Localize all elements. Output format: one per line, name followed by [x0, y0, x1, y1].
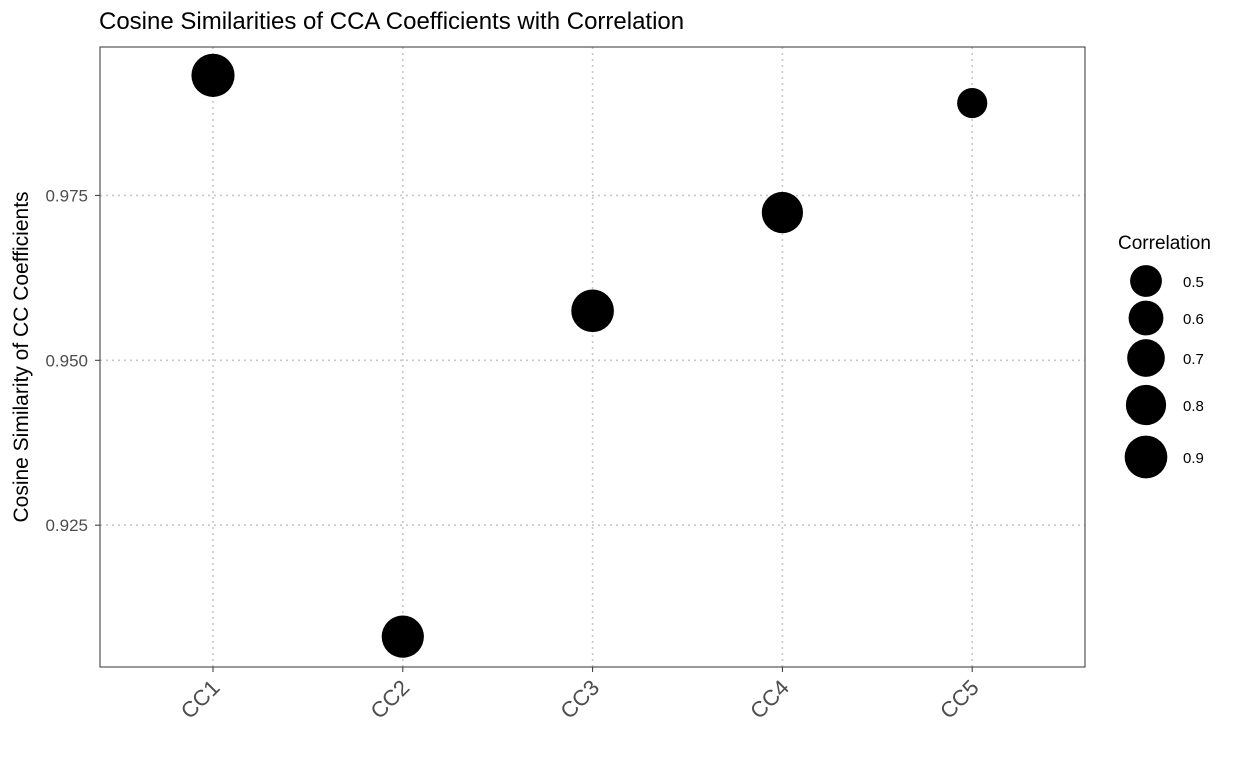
legend-label: 0.7: [1183, 351, 1204, 368]
x-tick-label: CC4: [745, 675, 794, 724]
legend-key: [1124, 435, 1168, 479]
data-point-cc3: [571, 289, 614, 333]
legend-title: Correlation: [1118, 233, 1211, 254]
x-tick-label: CC3: [555, 675, 604, 724]
data-point-cc4: [761, 191, 804, 234]
plot-panel-border: [99, 46, 1086, 668]
legend-key: [1128, 300, 1164, 336]
legend-label: 0.9: [1183, 450, 1204, 467]
x-tick-label: CC5: [935, 675, 984, 724]
x-tick-label: CC2: [366, 675, 415, 724]
legend-key: [1125, 384, 1167, 426]
legend-key: [1127, 339, 1165, 377]
gridlines: [100, 47, 1085, 667]
data-point-cc2: [381, 615, 424, 658]
legend-label: 0.5: [1183, 274, 1204, 291]
chart-title: Cosine Similarities of CCA Coefficients …: [99, 8, 684, 35]
legend-label: 0.6: [1183, 311, 1204, 328]
data-point-cc1: [191, 53, 235, 97]
size-legend: Correlation 0.5 0.6 0.7 0.8 0.9: [1118, 233, 1211, 479]
y-tick-label: 0.950: [45, 351, 88, 370]
legend-key: [1130, 265, 1162, 297]
data-point-cc5: [957, 87, 988, 119]
y-tick-label: 0.975: [45, 186, 88, 205]
data-points: [191, 53, 988, 658]
y-tick-label: 0.925: [45, 516, 88, 535]
legend-label: 0.8: [1183, 398, 1204, 415]
y-axis-title: Cosine Similarity of CC Coefficients: [10, 191, 33, 522]
x-tick-label: CC1: [176, 675, 225, 724]
axis-ticks: 0.925 0.950 0.975 CC1 CC2 CC3 CC4 CC5: [45, 186, 983, 723]
